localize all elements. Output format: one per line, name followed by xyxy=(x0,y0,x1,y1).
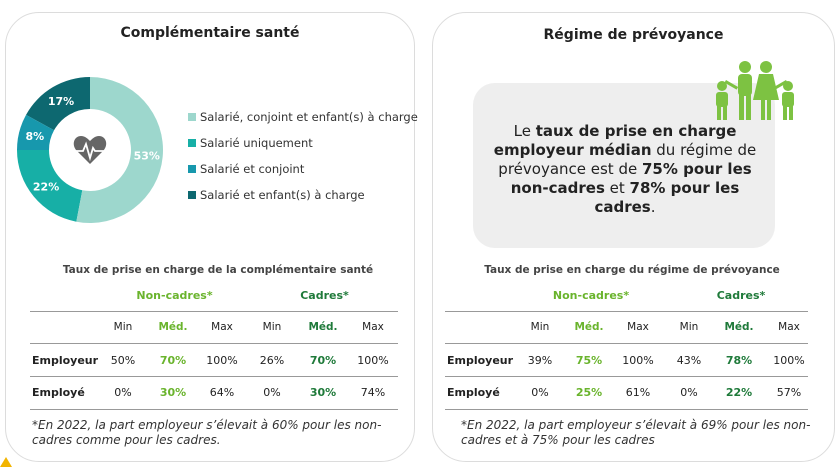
row-label: Employé xyxy=(32,386,85,399)
group-header: Cadres* xyxy=(716,289,766,302)
column-header: Méd. xyxy=(308,321,338,333)
table-cell: 0% xyxy=(114,386,132,399)
text: 75% pour les non-cadres xyxy=(510,160,752,197)
table-cell: 25% xyxy=(575,386,603,399)
column-header: Min xyxy=(530,321,550,333)
table-cell: 100% xyxy=(206,354,238,367)
table-title: Taux de prise en charge de la complément… xyxy=(62,264,374,276)
legend-swatch xyxy=(188,139,196,147)
table-cell: 61% xyxy=(625,386,651,399)
text: . xyxy=(650,198,656,216)
table-cell: 100% xyxy=(357,354,389,367)
column-header: Max xyxy=(778,321,800,333)
donut-chart: 53% 22% 8% 17% xyxy=(17,77,164,224)
column-header: Min xyxy=(679,321,699,333)
column-header: Min xyxy=(262,321,282,333)
table-cell: 74% xyxy=(360,386,386,399)
column-header: Méd. xyxy=(158,321,188,333)
legend-swatch xyxy=(188,191,196,199)
group-header: Non-cadres* xyxy=(136,289,213,302)
text: et xyxy=(604,179,630,197)
group-header: Non-cadres* xyxy=(552,289,630,302)
donut-slice xyxy=(26,77,91,131)
text: taux de prise en charge employeur médian xyxy=(493,122,737,159)
table-cell: 0% xyxy=(263,386,281,399)
divider xyxy=(30,376,398,377)
card-title: Complémentaire santé xyxy=(120,25,300,41)
divider xyxy=(445,409,808,410)
divider xyxy=(445,343,808,344)
legend-label: Salarié, conjoint et enfant(s) à charge xyxy=(200,110,418,124)
heart-icon xyxy=(73,136,107,164)
card xyxy=(5,12,415,462)
column-header: Méd. xyxy=(574,321,604,333)
legend-label: Salarié et enfant(s) à charge xyxy=(200,188,365,202)
card-title: Régime de prévoyance xyxy=(543,27,724,43)
table-cell: 26% xyxy=(259,354,285,367)
table-cell: 22% xyxy=(725,386,753,399)
legend-item: Salarié, conjoint et enfant(s) à charge xyxy=(188,110,418,124)
table-cell: 75% xyxy=(575,354,603,367)
data-label: 17% xyxy=(48,95,74,108)
column-header: Max xyxy=(362,321,384,333)
table-cell: 100% xyxy=(622,354,654,367)
highlight-text: Le taux de prise en charge employeur méd… xyxy=(490,122,760,217)
table-cell: 78% xyxy=(725,354,753,367)
table-title: Taux de prise en charge du régime de pré… xyxy=(484,264,780,276)
legend-swatch xyxy=(188,113,196,121)
donut-slice xyxy=(76,77,164,224)
data-label: 22% xyxy=(33,180,59,193)
footnote: *En 2022, la part employeur s’élevait à … xyxy=(461,418,811,447)
divider xyxy=(445,376,808,377)
table-cell: 30% xyxy=(159,386,187,399)
table-cell: 70% xyxy=(159,354,187,367)
column-header: Méd. xyxy=(724,321,754,333)
divider xyxy=(30,409,398,410)
legend-swatch xyxy=(188,165,196,173)
divider xyxy=(445,311,808,312)
legend-item: Salarié et enfant(s) à charge xyxy=(188,188,365,202)
divider xyxy=(30,311,398,312)
column-header: Max xyxy=(211,321,233,333)
table-cell: 50% xyxy=(110,354,136,367)
card xyxy=(432,12,835,462)
donut-slice xyxy=(17,114,55,150)
table-cell: 0% xyxy=(531,386,549,399)
warning-icon xyxy=(0,457,12,467)
table-cell: 43% xyxy=(676,354,702,367)
group-header: Cadres* xyxy=(300,289,349,302)
family-icon xyxy=(716,61,794,120)
divider xyxy=(30,343,398,344)
data-label: 8% xyxy=(25,130,44,143)
column-header: Min xyxy=(113,321,133,333)
text: du régime de prévoyance est de xyxy=(498,141,757,178)
footnote: *En 2022, la part employeur s’élevait à … xyxy=(32,418,382,447)
text: 78% pour les cadres xyxy=(594,179,740,216)
legend-label: Salarié uniquement xyxy=(200,136,313,150)
row-label: Employeur xyxy=(447,354,514,367)
row-label: Employeur xyxy=(32,354,99,367)
donut-slice xyxy=(17,150,83,222)
column-header: Max xyxy=(627,321,649,333)
legend-item: Salarié uniquement xyxy=(188,136,313,150)
row-label: Employé xyxy=(447,386,500,399)
table-cell: 64% xyxy=(209,386,235,399)
legend-label: Salarié et conjoint xyxy=(200,162,305,176)
table-cell: 30% xyxy=(309,386,337,399)
table-cell: 0% xyxy=(680,386,698,399)
table-cell: 57% xyxy=(776,386,802,399)
legend-item: Salarié et conjoint xyxy=(188,162,304,176)
data-label: 53% xyxy=(134,149,160,162)
table-cell: 100% xyxy=(773,354,805,367)
table-cell: 39% xyxy=(527,354,553,367)
table-cell: 70% xyxy=(309,354,337,367)
text: Le xyxy=(513,122,536,140)
